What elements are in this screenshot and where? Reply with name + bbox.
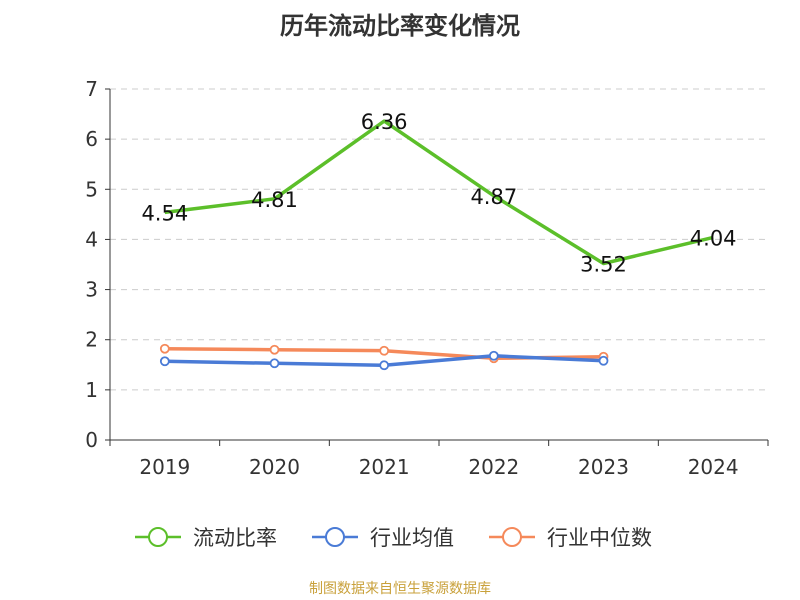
y-tick-label: 3: [85, 278, 98, 302]
y-tick-label: 0: [85, 428, 98, 452]
legend-marker: [148, 527, 168, 547]
y-tick-label: 4: [85, 227, 98, 251]
x-tick-label: 2024: [688, 455, 739, 479]
data-label: 4.04: [690, 226, 737, 250]
data-label: 4.54: [141, 201, 188, 225]
data-point: [269, 344, 280, 355]
data-point: [159, 343, 170, 354]
y-tick-label: 1: [85, 378, 98, 402]
y-tick-label: 2: [85, 328, 98, 352]
source-footer: 制图数据来自恒生聚源数据库: [309, 581, 491, 597]
legend-label: 流动比率: [193, 526, 277, 550]
series-line: [164, 119, 714, 266]
legend-label: 行业中位数: [547, 526, 652, 550]
data-point: [488, 350, 499, 361]
legend-marker: [502, 527, 522, 547]
data-point: [269, 358, 280, 369]
legend-label: 行业均值: [370, 526, 454, 550]
data-point: [379, 345, 390, 356]
x-tick-label: 2022: [468, 455, 519, 479]
x-tick-label: 2020: [249, 455, 300, 479]
data-label: 4.87: [470, 185, 517, 209]
chart-title: 历年流动比率变化情况: [280, 12, 520, 40]
data-point: [159, 356, 170, 367]
data-label: 6.36: [361, 110, 408, 134]
x-tick-label: 2021: [359, 455, 410, 479]
y-tick-label: 7: [85, 77, 98, 101]
data-label: 3.52: [580, 252, 627, 276]
data-point: [379, 360, 390, 371]
legend-marker: [325, 527, 345, 547]
data-label: 4.81: [251, 188, 298, 212]
y-tick-label: 6: [85, 127, 98, 151]
x-tick-label: 2023: [578, 455, 629, 479]
data-point: [598, 355, 609, 366]
y-tick-label: 5: [85, 177, 98, 201]
x-tick-label: 2019: [139, 455, 190, 479]
